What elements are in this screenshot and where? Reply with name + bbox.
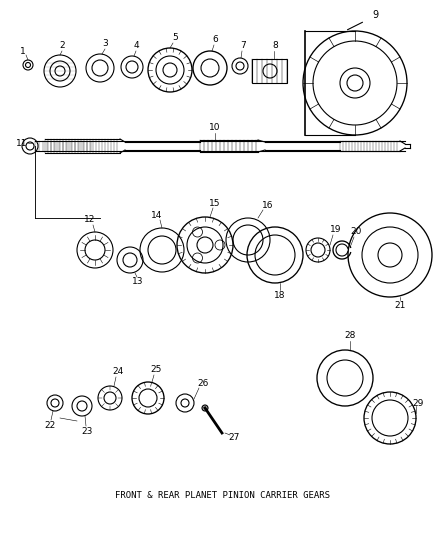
Text: 6: 6 <box>212 36 218 44</box>
Text: 7: 7 <box>240 42 246 51</box>
Text: 22: 22 <box>44 421 56 430</box>
Text: 14: 14 <box>151 211 162 220</box>
Text: 23: 23 <box>81 426 93 435</box>
Text: FRONT & REAR PLANET PINION CARRIER GEARS: FRONT & REAR PLANET PINION CARRIER GEARS <box>115 490 330 499</box>
Text: 28: 28 <box>344 332 356 341</box>
Text: 24: 24 <box>113 367 124 376</box>
Text: 4: 4 <box>133 42 139 51</box>
Circle shape <box>202 405 208 411</box>
Bar <box>252 59 287 83</box>
Text: 8: 8 <box>272 42 278 51</box>
Text: 12: 12 <box>84 215 95 224</box>
Text: 2: 2 <box>59 42 65 51</box>
Text: 27: 27 <box>228 433 240 442</box>
Text: 25: 25 <box>150 366 162 375</box>
Text: 5: 5 <box>172 34 178 43</box>
Text: 19: 19 <box>330 225 342 235</box>
Text: 11: 11 <box>16 139 28 148</box>
Text: 26: 26 <box>197 378 208 387</box>
Text: 20: 20 <box>350 228 362 237</box>
Text: 18: 18 <box>274 290 286 300</box>
Text: 1: 1 <box>20 46 26 55</box>
Text: 9: 9 <box>372 10 378 20</box>
Text: 29: 29 <box>412 399 424 408</box>
Text: 10: 10 <box>209 124 221 133</box>
Text: 16: 16 <box>262 200 274 209</box>
Text: 3: 3 <box>102 39 108 49</box>
Text: 15: 15 <box>209 198 221 207</box>
Text: 13: 13 <box>132 278 144 287</box>
Text: 21: 21 <box>394 301 406 310</box>
